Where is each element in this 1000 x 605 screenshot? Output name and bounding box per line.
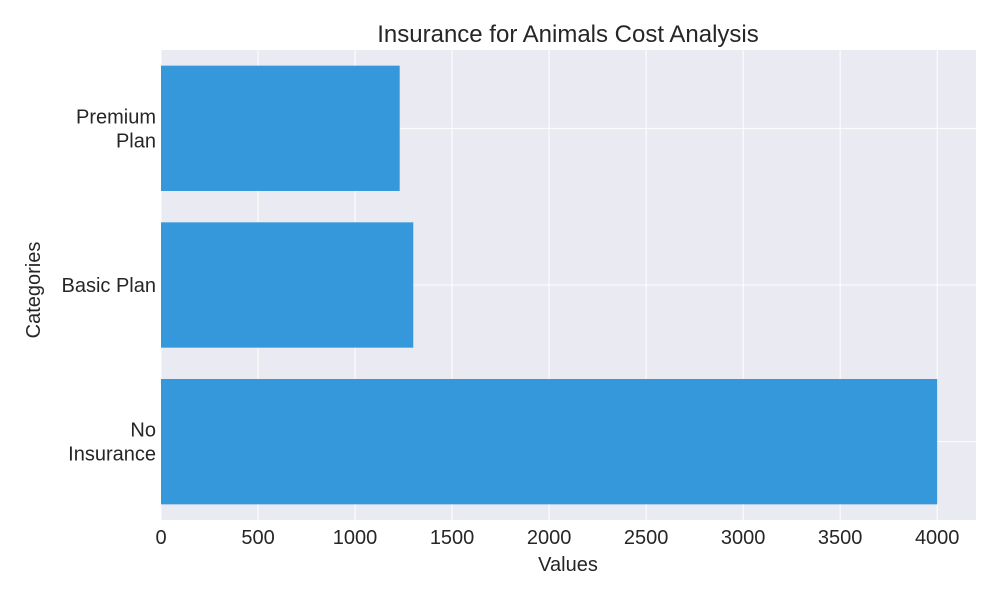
bar <box>161 222 414 348</box>
y-tick-label-line: Basic Plan <box>62 275 157 297</box>
y-tick-label: Basic Plan <box>62 275 157 297</box>
x-tick-label: 3000 <box>721 527 766 549</box>
x-tick-label: 3500 <box>818 527 863 549</box>
y-tick-label-line: Insurance <box>68 444 156 466</box>
x-axis-ticks: 0 500 1000 1500 2000 2500 3000 3500 4000 <box>155 527 959 549</box>
x-axis-label: Values <box>538 554 598 576</box>
y-tick-label-line: Premium <box>76 106 156 128</box>
x-tick-label: 1000 <box>333 527 378 549</box>
chart-title: Insurance for Animals Cost Analysis <box>377 21 759 48</box>
y-tick-label-line: Plan <box>116 130 156 152</box>
x-tick-label: 0 <box>155 527 166 549</box>
x-tick-label: 1500 <box>430 527 475 549</box>
y-axis-ticks: No Insurance Basic Plan Premium Plan <box>62 106 157 465</box>
y-tick-label-line: No <box>130 420 156 442</box>
y-tick-label: Premium Plan <box>76 106 156 152</box>
y-axis-label: Categories <box>23 242 45 339</box>
bar <box>161 379 938 505</box>
bars <box>161 65 938 505</box>
x-tick-label: 2500 <box>624 527 669 549</box>
y-tick-label: No Insurance <box>68 420 156 466</box>
bar <box>161 65 400 191</box>
x-tick-label: 2000 <box>527 527 572 549</box>
x-tick-label: 500 <box>241 527 274 549</box>
x-tick-label: 4000 <box>915 527 960 549</box>
